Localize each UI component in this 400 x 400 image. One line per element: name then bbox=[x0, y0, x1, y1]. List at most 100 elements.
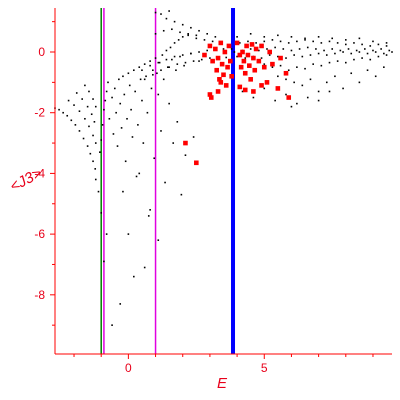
data-point bbox=[152, 69, 154, 72]
data-point bbox=[122, 75, 124, 78]
data-point bbox=[78, 110, 81, 112]
data-point bbox=[135, 175, 138, 178]
data-point bbox=[128, 84, 131, 87]
data-point bbox=[141, 69, 143, 72]
data-point bbox=[306, 46, 309, 49]
data-point bbox=[74, 124, 77, 126]
data-point bbox=[130, 108, 132, 111]
data-point bbox=[111, 324, 113, 326]
data-point bbox=[152, 73, 154, 76]
data-point bbox=[66, 114, 69, 117]
data-point bbox=[173, 42, 176, 44]
data-point bbox=[179, 55, 181, 58]
highlight-point bbox=[226, 43, 232, 49]
data-point bbox=[301, 84, 304, 87]
y-ticks: 0 -2 -4 -6 -8 bbox=[34, 21, 55, 326]
data-point bbox=[279, 64, 282, 67]
data-point bbox=[200, 58, 203, 61]
data-point bbox=[192, 136, 195, 138]
x-axis-title: E bbox=[217, 375, 228, 392]
data-point bbox=[377, 43, 380, 46]
highlight-point bbox=[213, 46, 218, 52]
highlight-point bbox=[270, 61, 275, 67]
x-tick-label: 5 bbox=[261, 361, 268, 375]
data-point bbox=[312, 63, 314, 65]
data-point bbox=[187, 32, 189, 35]
data-point bbox=[195, 34, 198, 37]
highlight-point bbox=[237, 52, 243, 58]
data-point bbox=[315, 48, 317, 50]
data-point bbox=[293, 54, 295, 56]
highlight-point bbox=[217, 77, 222, 82]
data-point bbox=[328, 90, 331, 93]
data-point bbox=[154, 32, 157, 35]
data-point bbox=[236, 55, 238, 58]
highlight-point bbox=[219, 61, 225, 67]
data-point bbox=[320, 42, 323, 44]
data-point bbox=[111, 96, 113, 99]
data-point bbox=[124, 160, 127, 163]
data-point bbox=[304, 39, 306, 41]
highlight-point bbox=[194, 160, 199, 166]
data-point bbox=[181, 23, 184, 26]
data-point bbox=[154, 57, 157, 59]
y-tick-label: -4 bbox=[34, 166, 45, 180]
data-point bbox=[176, 63, 179, 65]
highlight-point bbox=[278, 55, 283, 61]
data-point bbox=[133, 69, 135, 72]
data-point bbox=[388, 49, 391, 52]
data-point bbox=[82, 137, 85, 140]
data-point bbox=[334, 52, 336, 55]
highlight-point bbox=[252, 67, 258, 73]
highlight-point bbox=[183, 140, 188, 146]
highlight-point bbox=[222, 49, 228, 55]
data-point bbox=[123, 93, 126, 96]
highlight-point bbox=[251, 55, 256, 61]
data-point bbox=[116, 145, 119, 147]
highlight-point bbox=[207, 92, 213, 97]
data-point bbox=[99, 151, 101, 153]
highlight-point bbox=[215, 89, 221, 94]
data-point bbox=[203, 39, 206, 41]
data-point bbox=[97, 190, 100, 193]
data-point bbox=[113, 87, 116, 90]
highlight-point bbox=[202, 52, 207, 58]
data-point bbox=[94, 178, 97, 181]
data-point bbox=[58, 108, 60, 111]
data-point bbox=[157, 61, 160, 64]
data-point bbox=[211, 40, 214, 43]
data-point bbox=[103, 108, 105, 111]
data-point bbox=[122, 190, 124, 193]
data-point bbox=[168, 102, 170, 105]
data-point bbox=[312, 40, 314, 43]
highlight-point bbox=[248, 77, 253, 82]
data-point bbox=[377, 55, 380, 58]
data-point bbox=[183, 64, 185, 67]
data-point bbox=[366, 52, 369, 55]
highlight-point bbox=[253, 46, 259, 52]
reference-lines bbox=[100, 8, 236, 354]
data-point bbox=[385, 42, 388, 44]
data-point bbox=[181, 36, 184, 38]
data-point bbox=[358, 51, 361, 53]
data-point bbox=[344, 61, 347, 64]
data-point bbox=[274, 99, 276, 102]
data-point bbox=[165, 58, 168, 61]
data-point bbox=[287, 69, 290, 72]
data-point bbox=[350, 72, 353, 75]
data-point bbox=[249, 48, 252, 50]
data-point bbox=[67, 99, 70, 102]
highlight-point bbox=[223, 83, 229, 88]
highlight-point bbox=[234, 40, 240, 46]
y-tick-label: -8 bbox=[34, 288, 45, 302]
data-point bbox=[306, 96, 309, 99]
data-point bbox=[206, 49, 208, 52]
data-point bbox=[73, 104, 75, 106]
data-point bbox=[214, 36, 217, 38]
data-point bbox=[88, 125, 90, 128]
data-point bbox=[143, 78, 146, 81]
data-point bbox=[173, 20, 176, 23]
data-point bbox=[350, 52, 353, 55]
data-point bbox=[344, 39, 347, 41]
data-point bbox=[172, 142, 175, 144]
